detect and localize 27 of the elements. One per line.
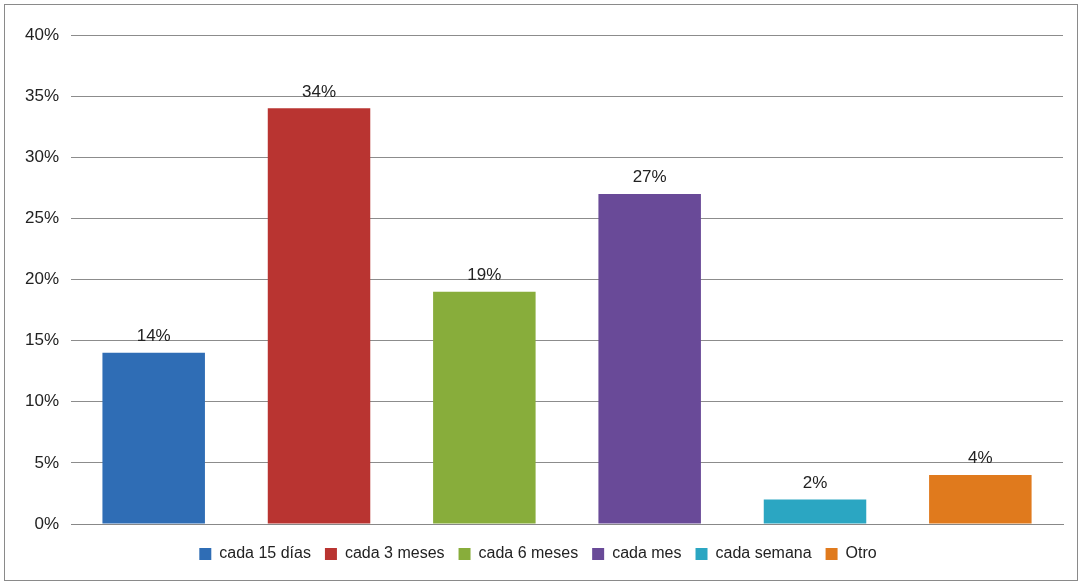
- data-label: 27%: [632, 167, 667, 187]
- legend-label: Otro: [845, 544, 877, 562]
- data-label: 34%: [302, 81, 337, 101]
- y-tick-label: 5%: [34, 452, 60, 472]
- legend-label: cada 15 días: [219, 544, 311, 562]
- y-tick-label: 25%: [24, 208, 60, 228]
- y-tick-label: 0%: [34, 513, 60, 533]
- data-label: 19%: [467, 264, 502, 284]
- bar: [598, 193, 701, 524]
- legend-label: cada 3 meses: [344, 544, 445, 562]
- y-tick-label: 10%: [24, 391, 60, 411]
- data-label: 2%: [802, 472, 828, 492]
- y-tick-label: 20%: [24, 269, 60, 289]
- bar: [929, 475, 1032, 524]
- legend-label: cada mes: [612, 544, 682, 562]
- legend-label: cada 6 meses: [478, 544, 579, 562]
- y-tick-label: 15%: [24, 330, 60, 350]
- bar: [102, 352, 205, 524]
- legend-label: cada semana: [715, 544, 812, 562]
- data-label: 4%: [968, 448, 993, 468]
- y-tick-label: 35%: [24, 85, 60, 105]
- y-tick-label: 30%: [24, 146, 60, 166]
- bar: [433, 291, 536, 524]
- bar: [763, 499, 867, 524]
- y-tick-label: 40%: [24, 24, 60, 44]
- data-label: 14%: [136, 326, 171, 346]
- bar: [267, 108, 371, 524]
